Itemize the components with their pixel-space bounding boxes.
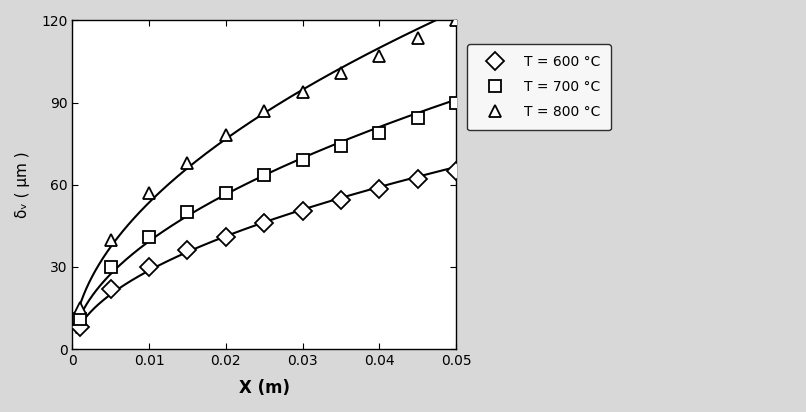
T = 700 °C [221, 190, 231, 195]
T = 700 °C [75, 316, 85, 321]
T = 700 °C [451, 100, 461, 105]
T = 700 °C [413, 115, 422, 120]
T = 700 °C [183, 210, 193, 215]
T = 800 °C [336, 70, 346, 75]
T = 600 °C [75, 325, 85, 330]
T = 600 °C [413, 177, 422, 182]
T = 600 °C [183, 248, 193, 253]
T = 800 °C [144, 190, 154, 195]
X-axis label: X (m): X (m) [239, 379, 289, 397]
T = 600 °C [106, 286, 115, 291]
T = 800 °C [413, 36, 422, 41]
T = 600 °C [336, 197, 346, 202]
T = 700 °C [297, 158, 307, 163]
T = 600 °C [451, 169, 461, 173]
T = 700 °C [260, 173, 269, 178]
Line: T = 700 °C: T = 700 °C [74, 97, 462, 325]
T = 700 °C [375, 130, 384, 135]
T = 600 °C [375, 186, 384, 191]
T = 800 °C [297, 89, 307, 94]
T = 800 °C [451, 18, 461, 23]
Legend: T = 600 °C, T = 700 °C, T = 800 °C: T = 600 °C, T = 700 °C, T = 800 °C [467, 44, 611, 130]
T = 700 °C [144, 234, 154, 239]
T = 800 °C [375, 54, 384, 59]
T = 600 °C [260, 220, 269, 225]
Line: T = 800 °C: T = 800 °C [74, 15, 462, 314]
T = 800 °C [106, 237, 115, 242]
Line: T = 600 °C: T = 600 °C [74, 165, 463, 333]
T = 600 °C [297, 208, 307, 213]
T = 700 °C [336, 144, 346, 149]
T = 800 °C [221, 133, 231, 138]
T = 800 °C [75, 305, 85, 310]
T = 600 °C [221, 234, 231, 239]
T = 800 °C [260, 108, 269, 113]
T = 800 °C [183, 160, 193, 165]
T = 700 °C [106, 265, 115, 269]
Y-axis label: δᵥ ( μm ): δᵥ ( μm ) [15, 152, 30, 218]
T = 600 °C [144, 265, 154, 269]
